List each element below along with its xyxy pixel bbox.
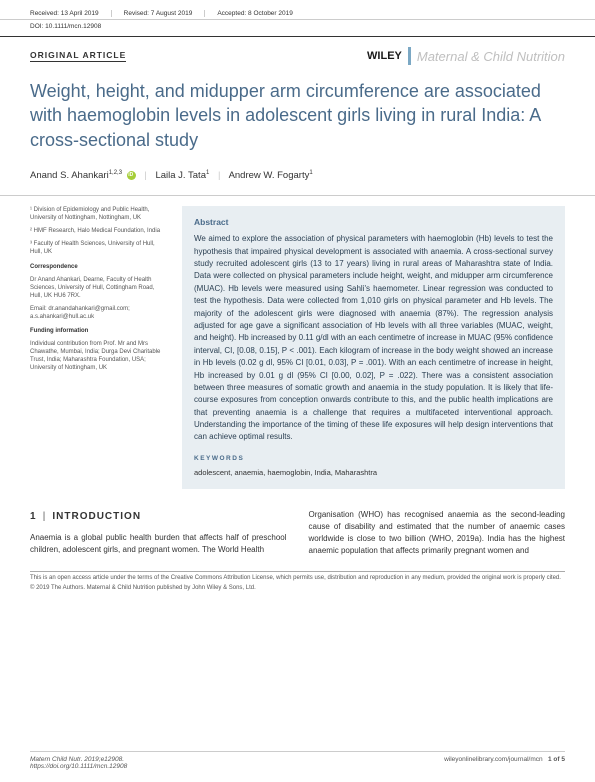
header-row: ORIGINAL ARTICLE WILEY Maternal & Child … (0, 37, 595, 65)
keywords-body: adolescent, anaemia, haemoglobin, India,… (194, 467, 553, 479)
footer-right: wileyonlinelibrary.com/journal/mcn 1 of … (444, 756, 565, 770)
abstract-box: Abstract We aimed to explore the associa… (182, 206, 565, 489)
citation: Matern Child Nutr. 2019;e12908. (30, 756, 127, 763)
affiliation-1: ¹ Division of Epidemiology and Public He… (30, 206, 168, 222)
article-type: ORIGINAL ARTICLE (30, 50, 126, 62)
license-line-2: © 2019 The Authors. Maternal & Child Nut… (0, 582, 595, 593)
revised-date: Revised: 7 August 2019 (124, 10, 206, 17)
doi: DOI: 10.1111/mcn.12908 (0, 20, 595, 37)
abstract-heading: Abstract (194, 216, 553, 229)
affiliation-2: ² HMF Research, Halo Medical Foundation,… (30, 227, 168, 235)
doi-link[interactable]: https://doi.org/10.1111/mcn.12908 (30, 763, 127, 770)
author-1: Anand S. Ahankari1,2,3 (30, 170, 122, 181)
intro-column-left: 1 | INTRODUCTION Anaemia is a global publi… (30, 509, 287, 557)
accepted-date: Accepted: 8 October 2019 (217, 10, 305, 17)
author-2: Laila J. Tata1 (155, 170, 209, 181)
author-3: Andrew W. Fogarty1 (229, 170, 313, 181)
keywords-heading: KEYWORDS (194, 454, 553, 464)
orcid-icon[interactable] (127, 171, 136, 180)
affiliation-3: ³ Faculty of Health Sciences, University… (30, 240, 168, 256)
main-columns: ¹ Division of Epidemiology and Public He… (0, 195, 595, 489)
correspondence-heading: Correspondence (30, 263, 168, 271)
affiliations-sidebar: ¹ Division of Epidemiology and Public He… (30, 206, 168, 489)
journal-name: Maternal & Child Nutrition (417, 49, 565, 64)
footer-bar: Matern Child Nutr. 2019;e12908. https://… (30, 751, 565, 770)
intro-section: 1 | INTRODUCTION Anaemia is a global publi… (0, 489, 595, 557)
intro-text-left: Anaemia is a global public health burden… (30, 532, 287, 556)
author-separator: | (144, 170, 146, 181)
abstract-body: We aimed to explore the association of p… (194, 233, 553, 444)
funding-heading: Funding information (30, 327, 168, 335)
article-title: Weight, height, and midupper arm circumf… (0, 65, 595, 152)
footer-left: Matern Child Nutr. 2019;e12908. https://… (30, 756, 127, 770)
correspondence-body: Dr Anand Ahankari, Dearne, Faculty of He… (30, 276, 168, 300)
section-number: 1 (30, 511, 37, 522)
publisher-logo: WILEY (367, 50, 402, 62)
author-separator: | (218, 170, 220, 181)
section-title: INTRODUCTION (52, 511, 141, 522)
received-date: Received: 13 April 2019 (30, 10, 112, 17)
journal-brand: WILEY Maternal & Child Nutrition (367, 47, 565, 65)
correspondence-email: Email: dr.anandahankari@gmail.com; a.s.a… (30, 305, 168, 321)
journal-url[interactable]: wileyonlinelibrary.com/journal/mcn (444, 756, 543, 763)
intro-column-right: Organisation (WHO) has recognised anaemi… (309, 509, 566, 557)
meta-bar: Received: 13 April 2019 Revised: 7 Augus… (0, 0, 595, 20)
funding-body: Individual contribution from Prof. Mr an… (30, 340, 168, 372)
heading-bar-icon: | (43, 511, 47, 522)
brand-divider-icon (408, 47, 411, 65)
author-list: Anand S. Ahankari1,2,3 | Laila J. Tata1 … (0, 152, 595, 181)
section-heading: 1 | INTRODUCTION (30, 509, 287, 524)
intro-text-right: Organisation (WHO) has recognised anaemi… (309, 509, 566, 557)
license-line-1: This is an open access article under the… (0, 572, 595, 583)
page-number: 1 of 5 (548, 756, 565, 763)
